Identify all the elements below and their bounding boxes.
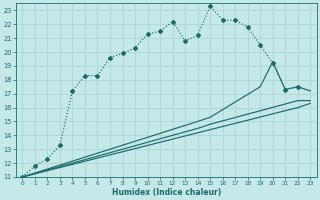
X-axis label: Humidex (Indice chaleur): Humidex (Indice chaleur): [112, 188, 221, 197]
